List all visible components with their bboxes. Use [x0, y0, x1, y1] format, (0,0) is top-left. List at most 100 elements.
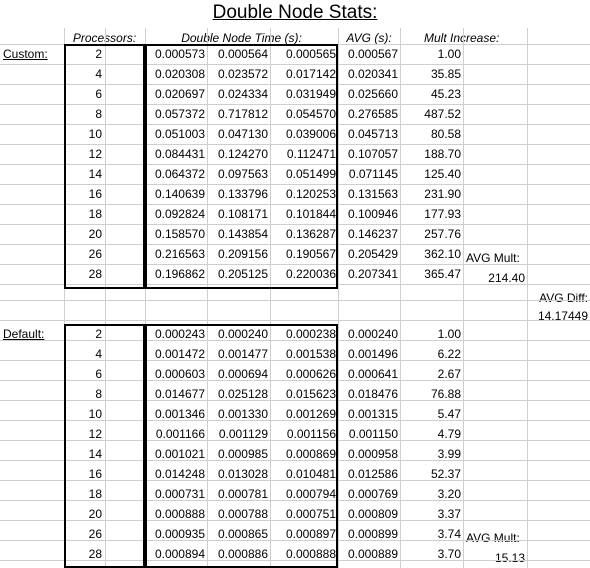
custom-time-run-2-cell[interactable]: 0.133796: [217, 187, 268, 201]
custom-mult-increase-cell[interactable]: 35.85: [430, 67, 461, 81]
custom-avg-cell[interactable]: 0.131563: [347, 187, 398, 201]
default-mult-increase-cell[interactable]: 6.22: [437, 347, 461, 361]
default-processors-cell[interactable]: 16: [88, 467, 102, 481]
custom-mult-increase-cell[interactable]: 177.93: [424, 207, 461, 221]
default-time-run-2-cell[interactable]: 0.001129: [218, 427, 268, 441]
default-time-run-3-cell[interactable]: 0.000897: [285, 527, 336, 541]
custom-processors-cell[interactable]: 4: [95, 67, 102, 81]
custom-time-run-3-cell[interactable]: 0.017142: [285, 67, 336, 81]
default-processors-cell[interactable]: 6: [95, 367, 102, 381]
header-double-node-time[interactable]: Double Node Time (s):: [181, 31, 302, 45]
custom-processors-cell[interactable]: 16: [88, 187, 102, 201]
default-time-run-2-cell[interactable]: 0.000694: [217, 367, 268, 381]
default-time-run-1-cell[interactable]: 0.000731: [154, 487, 205, 501]
default-time-run-2-cell[interactable]: 0.001330: [217, 407, 268, 421]
custom-mult-increase-cell[interactable]: 45.23: [430, 87, 461, 101]
default-mult-increase-cell[interactable]: 4.79: [437, 427, 461, 441]
custom-mult-increase-cell[interactable]: 80.58: [430, 127, 461, 141]
default-mult-increase-cell[interactable]: 3.70: [437, 547, 461, 561]
custom-section-label[interactable]: Custom:: [3, 47, 48, 61]
custom-time-run-3-cell[interactable]: 0.051499: [285, 167, 336, 181]
default-processors-cell[interactable]: 2: [95, 327, 102, 341]
default-avg-cell[interactable]: 0.001496: [347, 347, 398, 361]
custom-processors-cell[interactable]: 12: [88, 147, 102, 161]
default-time-run-2-cell[interactable]: 0.000865: [217, 527, 268, 541]
avg-diff-label[interactable]: AVG Diff:: [539, 291, 588, 305]
custom-processors-cell[interactable]: 18: [88, 207, 102, 221]
custom-mult-increase-cell[interactable]: 365.47: [424, 267, 461, 281]
custom-mult-increase-cell[interactable]: 188.70: [424, 147, 461, 161]
default-mult-increase-cell[interactable]: 76.88: [430, 387, 461, 401]
default-time-run-3-cell[interactable]: 0.000869: [285, 447, 336, 461]
custom-time-run-2-cell[interactable]: 0.024334: [217, 87, 268, 101]
default-time-run-2-cell[interactable]: 0.025128: [217, 387, 268, 401]
custom-time-run-2-cell[interactable]: 0.205125: [217, 267, 268, 281]
default-processors-cell[interactable]: 10: [88, 407, 102, 421]
custom-processors-cell[interactable]: 20: [88, 227, 102, 241]
default-time-run-1-cell[interactable]: 0.014248: [154, 467, 205, 481]
default-processors-cell[interactable]: 12: [88, 427, 102, 441]
default-mult-increase-cell[interactable]: 2.67: [437, 367, 461, 381]
default-processors-cell[interactable]: 20: [88, 507, 102, 521]
custom-time-run-1-cell[interactable]: 0.000573: [154, 47, 205, 61]
default-avg-cell[interactable]: 0.000899: [347, 527, 398, 541]
custom-time-run-2-cell[interactable]: 0.124270: [217, 147, 268, 161]
custom-processors-cell[interactable]: 26: [88, 247, 102, 261]
default-time-run-1-cell[interactable]: 0.001472: [154, 347, 205, 361]
custom-mult-increase-cell[interactable]: 257.76: [424, 227, 461, 241]
custom-avg-cell[interactable]: 0.276585: [347, 107, 398, 121]
custom-avg-cell[interactable]: 0.205429: [347, 247, 398, 261]
custom-time-run-1-cell[interactable]: 0.057372: [154, 107, 205, 121]
default-avg-cell[interactable]: 0.018476: [347, 387, 398, 401]
custom-time-run-3-cell[interactable]: 0.054570: [285, 107, 336, 121]
default-mult-increase-cell[interactable]: 3.99: [437, 447, 461, 461]
default-mult-increase-cell[interactable]: 5.47: [437, 407, 461, 421]
default-processors-cell[interactable]: 14: [88, 447, 102, 461]
default-time-run-2-cell[interactable]: 0.000240: [217, 327, 268, 341]
custom-time-run-2-cell[interactable]: 0.209156: [217, 247, 268, 261]
custom-time-run-3-cell[interactable]: 0.120253: [285, 187, 336, 201]
custom-processors-cell[interactable]: 14: [88, 167, 102, 181]
custom-time-run-1-cell[interactable]: 0.216563: [154, 247, 205, 261]
custom-time-run-1-cell[interactable]: 0.092824: [154, 207, 205, 221]
default-avg-mult-label[interactable]: AVG Mult:: [466, 531, 520, 545]
custom-avg-cell[interactable]: 0.000567: [347, 47, 398, 61]
custom-avg-mult-label[interactable]: AVG Mult:: [466, 251, 520, 265]
custom-time-run-3-cell[interactable]: 0.220036: [285, 267, 336, 281]
default-mult-increase-cell[interactable]: 1.00: [437, 327, 461, 341]
custom-mult-increase-cell[interactable]: 362.10: [424, 247, 461, 261]
custom-avg-cell[interactable]: 0.020341: [347, 67, 398, 81]
default-time-run-1-cell[interactable]: 0.000888: [154, 507, 205, 521]
default-avg-cell[interactable]: 0.000889: [347, 547, 398, 561]
custom-time-run-3-cell[interactable]: 0.031949: [285, 87, 336, 101]
custom-mult-increase-cell[interactable]: 1.00: [437, 47, 461, 61]
custom-time-run-2-cell[interactable]: 0.717812: [217, 107, 268, 121]
default-time-run-1-cell[interactable]: 0.014677: [154, 387, 205, 401]
custom-time-run-1-cell[interactable]: 0.020697: [154, 87, 205, 101]
default-processors-cell[interactable]: 18: [88, 487, 102, 501]
custom-time-run-1-cell[interactable]: 0.020308: [154, 67, 205, 81]
custom-avg-cell[interactable]: 0.071145: [348, 167, 398, 181]
default-time-run-1-cell[interactable]: 0.000894: [154, 547, 205, 561]
header-processors[interactable]: Processors:: [72, 31, 137, 45]
default-time-run-1-cell[interactable]: 0.001021: [154, 447, 205, 461]
custom-avg-cell[interactable]: 0.207341: [347, 267, 398, 281]
custom-time-run-1-cell[interactable]: 0.064372: [154, 167, 205, 181]
default-mult-increase-cell[interactable]: 3.20: [437, 487, 461, 501]
default-avg-cell[interactable]: 0.001150: [348, 427, 398, 441]
default-time-run-1-cell[interactable]: 0.000243: [154, 327, 205, 341]
default-time-run-2-cell[interactable]: 0.000788: [217, 507, 268, 521]
custom-avg-cell[interactable]: 0.146237: [347, 227, 398, 241]
default-time-run-3-cell[interactable]: 0.001156: [286, 427, 336, 441]
default-time-run-1-cell[interactable]: 0.001346: [154, 407, 205, 421]
custom-time-run-3-cell[interactable]: 0.190567: [285, 247, 336, 261]
custom-time-run-2-cell[interactable]: 0.108171: [217, 207, 268, 221]
default-time-run-3-cell[interactable]: 0.000794: [285, 487, 336, 501]
default-time-run-1-cell[interactable]: 0.001166: [155, 427, 205, 441]
default-avg-cell[interactable]: 0.000769: [347, 487, 398, 501]
custom-time-run-2-cell[interactable]: 0.023572: [217, 67, 268, 81]
header-avg[interactable]: AVG (s):: [346, 31, 392, 45]
default-avg-mult-value[interactable]: 15.13: [494, 551, 525, 565]
default-mult-increase-cell[interactable]: 52.37: [430, 467, 461, 481]
custom-time-run-3-cell[interactable]: 0.000565: [285, 47, 336, 61]
